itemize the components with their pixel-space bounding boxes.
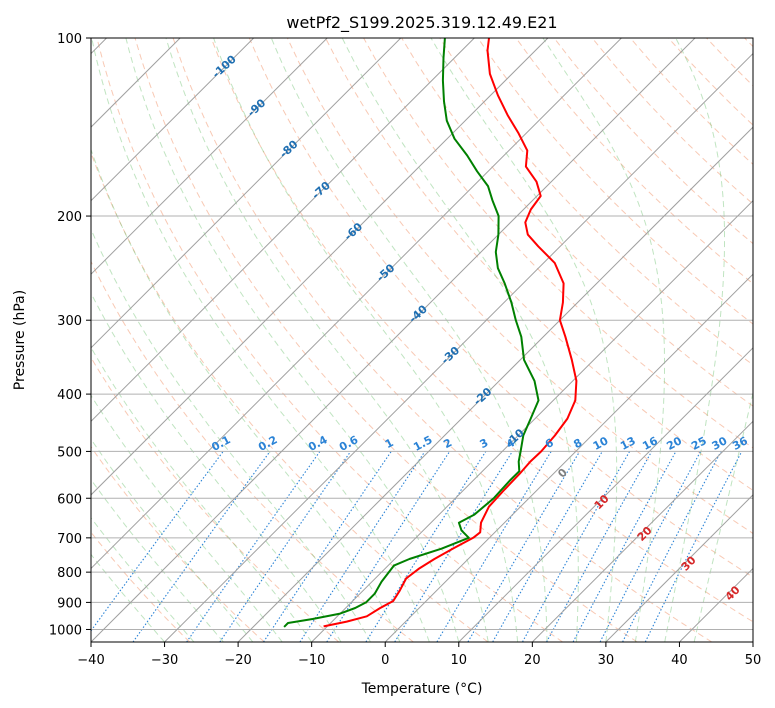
moist-adiabat-line — [270, 38, 548, 642]
moist-adiabat-line — [693, 390, 753, 642]
mixing-ratio-line — [91, 451, 224, 632]
mixing-ratio-line — [186, 451, 321, 642]
mixing-ratio-line — [365, 451, 487, 642]
sounding-series — [283, 38, 578, 628]
pressure-gridlines — [91, 38, 753, 630]
y-tick-label: 300 — [57, 314, 82, 329]
x-axis-title: Temperature (°C) — [361, 681, 483, 697]
x-tick-label: −40 — [77, 653, 104, 668]
mixing-ratio-lines — [91, 451, 743, 642]
mixing-ratio-line — [522, 451, 631, 642]
x-tick-label: 10 — [451, 653, 468, 668]
x-tick-label: −20 — [224, 653, 251, 668]
isotherm-line — [605, 494, 753, 642]
isotherm-line — [458, 347, 753, 642]
x-tick-label: 50 — [745, 653, 762, 668]
isotherm-line — [91, 38, 255, 202]
moist-adiabat-line — [91, 148, 401, 642]
dewpoint-profile-line — [283, 38, 540, 628]
chart-title: wetPf2_S199.2025.319.12.49.E21 — [286, 13, 557, 33]
mixing-ratio-line — [622, 451, 722, 642]
y-tick-label: 200 — [57, 210, 82, 225]
mixing-ratio-label: 30 — [710, 434, 730, 453]
moist-adiabat-line — [91, 553, 165, 642]
mixing-ratio-label: 36 — [730, 434, 750, 453]
plot-frame — [90, 37, 754, 643]
moist-adiabat-line — [165, 38, 489, 642]
moist-adiabat-line — [91, 394, 283, 642]
moist-adiabat-line — [91, 228, 371, 642]
x-tick-label: 30 — [598, 653, 615, 668]
mixing-ratio-label: 13 — [618, 434, 638, 453]
mixing-ratio-line — [436, 451, 552, 642]
dry-adiabat-line — [96, 38, 563, 642]
mixing-ratio-line — [263, 451, 392, 642]
mixing-ratio-line — [132, 451, 271, 642]
mixing-ratio-line — [219, 451, 352, 642]
moist-adiabat-line — [91, 291, 342, 642]
mixing-ratio-line — [299, 451, 426, 642]
isotherm-line — [384, 273, 753, 642]
moist-adiabat-line — [542, 38, 665, 642]
x-tick-label: 20 — [524, 653, 541, 668]
temperature-profile-line — [323, 38, 578, 628]
moist-adiabat-line — [430, 38, 618, 642]
isotherm-line — [91, 38, 402, 349]
mixing-ratio-line — [644, 451, 743, 642]
mixing-ratio-line — [546, 451, 653, 642]
x-tick-label: 40 — [671, 653, 688, 668]
mixing-ratio-label: 25 — [689, 434, 709, 453]
y-tick-label: 700 — [57, 532, 82, 547]
isotherm-line — [237, 126, 753, 642]
y-tick-label: 900 — [57, 596, 82, 611]
mixing-ratio-label: 10 — [591, 434, 611, 453]
mixing-ratio-line — [599, 451, 702, 642]
y-tick-label: 500 — [57, 445, 82, 460]
dry-adiabat-line — [515, 38, 753, 285]
y-axis-title: Pressure (hPa) — [12, 290, 28, 390]
y-tick-label: 800 — [57, 566, 82, 581]
dry-adiabat-line — [286, 38, 753, 535]
x-tick-label: −10 — [298, 653, 325, 668]
moist-adiabat-line — [91, 38, 430, 642]
mixing-ratio-line — [326, 451, 451, 642]
dry-adiabat-line — [210, 38, 753, 623]
x-axis-ticks: −40 −30 −20 −10 0 10 20 30 40 50 — [77, 642, 761, 668]
mixing-ratio-label: 16 — [640, 434, 660, 453]
dry-adiabat-line — [91, 445, 265, 642]
moist-adiabat-line — [341, 38, 579, 642]
dry-adiabat-line — [134, 38, 638, 642]
moist-adiabat-line — [213, 38, 519, 642]
y-axis-ticks: 100 200 300 400 500 600 700 800 900 1000 — [49, 32, 91, 638]
dry-adiabat-line — [172, 38, 713, 642]
moist-adiabat-line — [125, 38, 460, 642]
isotherm-line — [91, 38, 696, 642]
y-tick-label: 1000 — [49, 623, 82, 638]
x-tick-label: −30 — [151, 653, 178, 668]
y-tick-label: 600 — [57, 492, 82, 507]
isotherm-line — [91, 38, 328, 275]
isotherm-line — [91, 38, 549, 496]
isotherm-line — [531, 420, 753, 642]
dry-adiabat-line — [248, 38, 753, 578]
moist-adiabat-line — [91, 478, 224, 642]
mixing-ratio-line — [394, 451, 513, 642]
y-tick-label: 100 — [57, 32, 82, 47]
moist-adiabats — [91, 38, 753, 642]
mixing-ratio-label: 20 — [664, 434, 684, 453]
isotherm-line — [91, 38, 475, 423]
y-tick-label: 400 — [57, 388, 82, 403]
moist-adiabat-line — [664, 38, 725, 642]
dry-adiabat-line — [91, 260, 414, 642]
isotherm-line — [311, 199, 753, 642]
moist-adiabat-line — [91, 517, 195, 642]
moist-adiabat-line — [91, 438, 254, 642]
mixing-ratio-line — [572, 451, 677, 642]
x-tick-label: 0 — [381, 653, 389, 668]
dry-adiabat-line — [325, 38, 753, 491]
isotherm-line — [164, 52, 753, 642]
